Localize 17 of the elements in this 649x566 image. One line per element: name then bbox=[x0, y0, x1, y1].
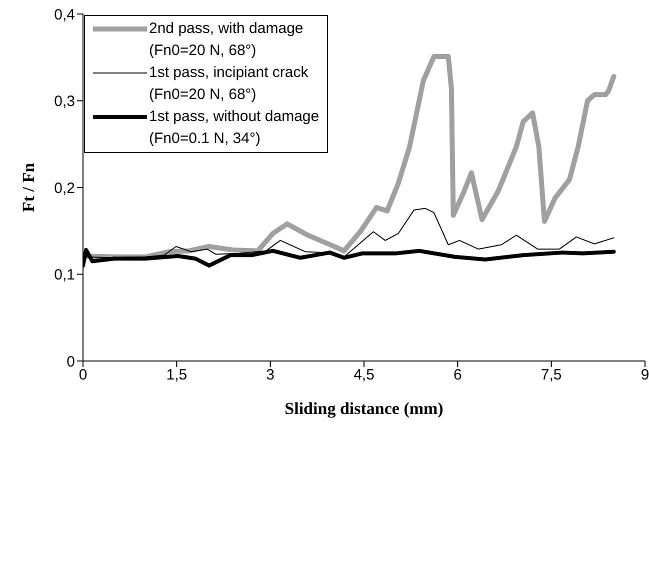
x-tick-label: 0 bbox=[78, 366, 88, 384]
legend-label: 1st pass, incipiant crack (Fn0=20 N, 68°) bbox=[149, 63, 308, 105]
legend-label: 1st pass, without damage (Fn0=0.1 N, 34°) bbox=[149, 107, 320, 149]
x-axis-title: Sliding distance (mm) bbox=[284, 399, 444, 418]
x-tick-label: 3 bbox=[266, 366, 275, 384]
y-tick-label: 0,1 bbox=[54, 266, 75, 284]
x-tick-label: 4,5 bbox=[354, 366, 374, 384]
x-tick-label: 7,5 bbox=[540, 366, 562, 384]
y-tick-label: 0,2 bbox=[54, 180, 75, 197]
y-tick-label: 0 bbox=[66, 353, 75, 370]
y-tick-label: 0,3 bbox=[54, 93, 75, 110]
x-tick-label: 9 bbox=[640, 366, 649, 384]
x-tick-label: 1,5 bbox=[166, 366, 188, 384]
x-tick-label: 6 bbox=[453, 366, 462, 384]
y-tick-label: 0,4 bbox=[54, 6, 75, 24]
y-axis-title: Ft / Fn bbox=[19, 162, 38, 212]
legend-label: 2nd pass, with damage (Fn0=20 N, 68°) bbox=[149, 19, 304, 61]
